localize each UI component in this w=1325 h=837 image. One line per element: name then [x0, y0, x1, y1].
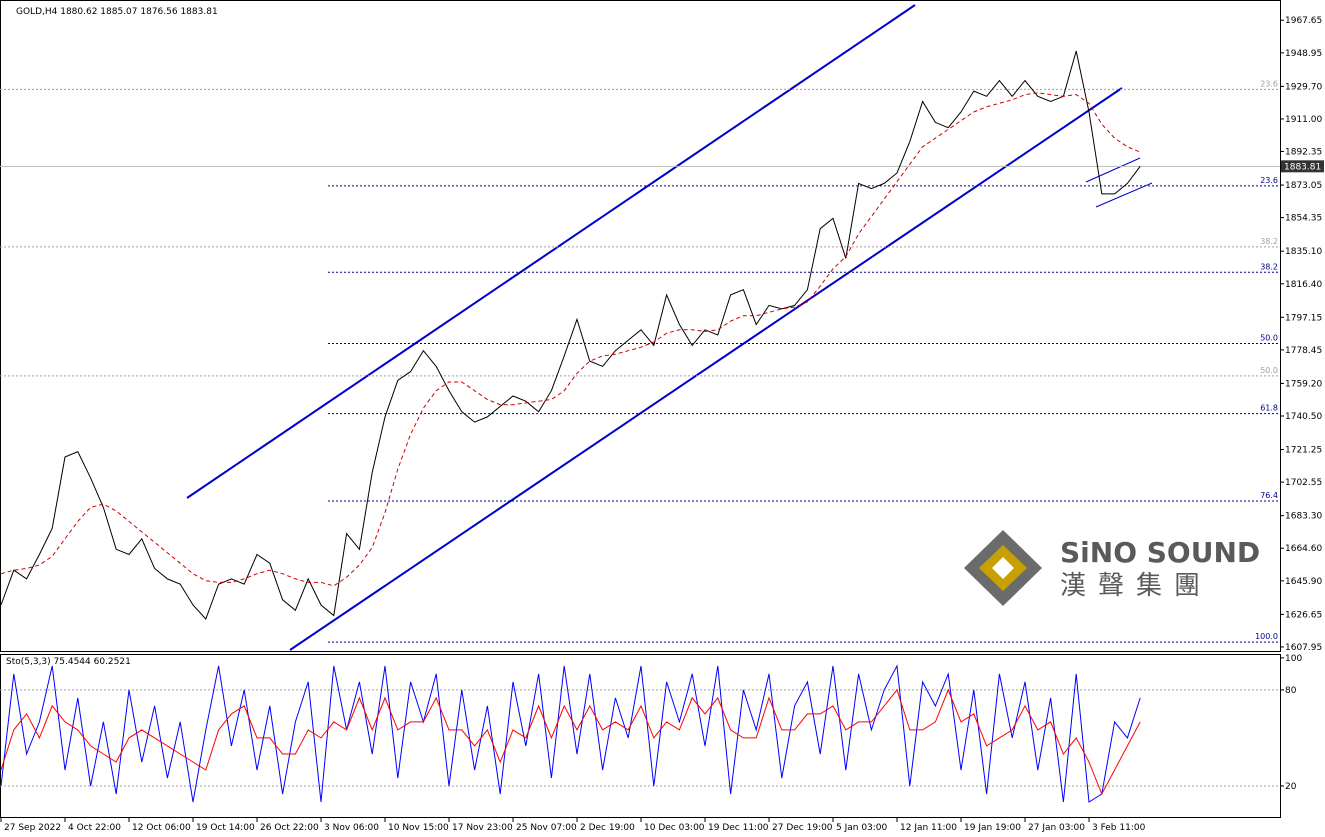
- fib-label: 50.0: [1260, 334, 1278, 343]
- fib-label: 23.6: [1260, 79, 1278, 88]
- y-tick-label: 1929.70: [1285, 82, 1322, 92]
- channel-lower: [289, 87, 1123, 651]
- flag: [1085, 157, 1153, 208]
- x-tick-label: 19 Oct 14:00: [196, 823, 255, 833]
- y-tick-label: 1948.95: [1285, 49, 1322, 59]
- x-tick-label: 10 Nov 15:00: [388, 823, 449, 833]
- flag-upper: [1085, 157, 1141, 183]
- series-line: [0, 50, 1141, 620]
- fib-label: 76.4: [1260, 491, 1278, 500]
- watermark-name: SiNO SOUND: [1060, 536, 1260, 569]
- watermark-logo: SiNO SOUND 漢聲集團: [964, 530, 1260, 606]
- y-tick-label: 1778.45: [1285, 346, 1322, 356]
- x-tick-label: 12 Jan 11:00: [900, 823, 957, 833]
- series-line: [0, 688, 1141, 796]
- stoch-panel: [0, 654, 1281, 818]
- y-tick-label: 1816.40: [1285, 280, 1322, 290]
- y-tick-label: 1967.65: [1285, 16, 1322, 26]
- x-tick-label: 26 Oct 22:00: [260, 823, 319, 833]
- watermark-chinese: 漢聲集團: [1060, 571, 1212, 601]
- y-tick-label: 1664.60: [1285, 544, 1322, 554]
- y-tick-label: 1721.25: [1285, 446, 1322, 456]
- fib-label: 61.8: [1260, 404, 1278, 413]
- x-tick-label: 10 Dec 03:00: [644, 823, 705, 833]
- y-tick-label: 1759.20: [1285, 379, 1322, 389]
- flag-lower: [1095, 182, 1153, 208]
- stoch-title: Sto(5,3,3) 75.4544 60.2521: [6, 657, 131, 667]
- channel: [186, 4, 1123, 651]
- x-tick-label: 25 Nov 07:00: [516, 823, 577, 833]
- y-tick-label: 1683.30: [1285, 512, 1322, 522]
- main-panel: [0, 0, 1281, 652]
- fib-label: 23.6: [1260, 176, 1278, 185]
- logo-core: [992, 557, 1014, 579]
- y-tick-label: 1626.65: [1285, 610, 1322, 620]
- channel-upper: [186, 4, 916, 499]
- x-tick-label: 2 Dec 19:00: [580, 823, 635, 833]
- last-price-label: 1883.81: [1284, 162, 1321, 172]
- y-tick-label: 1911.00: [1285, 115, 1322, 125]
- x-tick-label: 3 Feb 11:00: [1092, 823, 1146, 833]
- series-line: [0, 664, 1141, 803]
- y-tick-label: 1740.50: [1285, 412, 1322, 422]
- x-tick-label: 19 Dec 11:00: [708, 823, 769, 833]
- y-tick-label: 1702.55: [1285, 478, 1322, 488]
- y-tick-label: 1873.05: [1285, 181, 1322, 191]
- chart-title: GOLD,H4 1880.62 1885.07 1876.56 1883.81: [16, 7, 218, 17]
- fib-label: 38.2: [1260, 262, 1278, 271]
- x-tick-label: 17 Nov 23:00: [452, 823, 513, 833]
- x-tick-label: 27 Dec 19:00: [772, 823, 833, 833]
- fib-label: 50.0: [1260, 366, 1278, 375]
- y-tick-label: 1854.35: [1285, 214, 1322, 224]
- y-tick-label: 1797.15: [1285, 313, 1322, 323]
- y-tick-label: 80: [1285, 686, 1297, 696]
- series-line: [0, 92, 1141, 587]
- x-tick-label: 27 Sep 2022: [4, 823, 61, 833]
- fib-label: 38.2: [1260, 237, 1278, 246]
- x-tick-label: 5 Jan 03:00: [836, 823, 888, 833]
- x-tick-label: 27 Jan 03:00: [1028, 823, 1085, 833]
- y-tick-label: 1835.10: [1285, 247, 1322, 257]
- x-tick-label: 3 Nov 06:00: [324, 823, 379, 833]
- fib-label: 100.0: [1255, 632, 1278, 641]
- x-tick-label: 4 Oct 22:00: [68, 823, 121, 833]
- y-tick-label: 1892.35: [1285, 147, 1322, 157]
- y-tick-label: 1607.95: [1285, 643, 1322, 653]
- x-tick-label: 19 Jan 19:00: [964, 823, 1021, 833]
- y-tick-label: 20: [1285, 782, 1297, 792]
- x-tick-label: 12 Oct 06:00: [132, 823, 191, 833]
- y-tick-label: 100: [1285, 654, 1302, 664]
- y-tick-label: 1645.90: [1285, 577, 1322, 587]
- last-price-box: [1281, 160, 1324, 173]
